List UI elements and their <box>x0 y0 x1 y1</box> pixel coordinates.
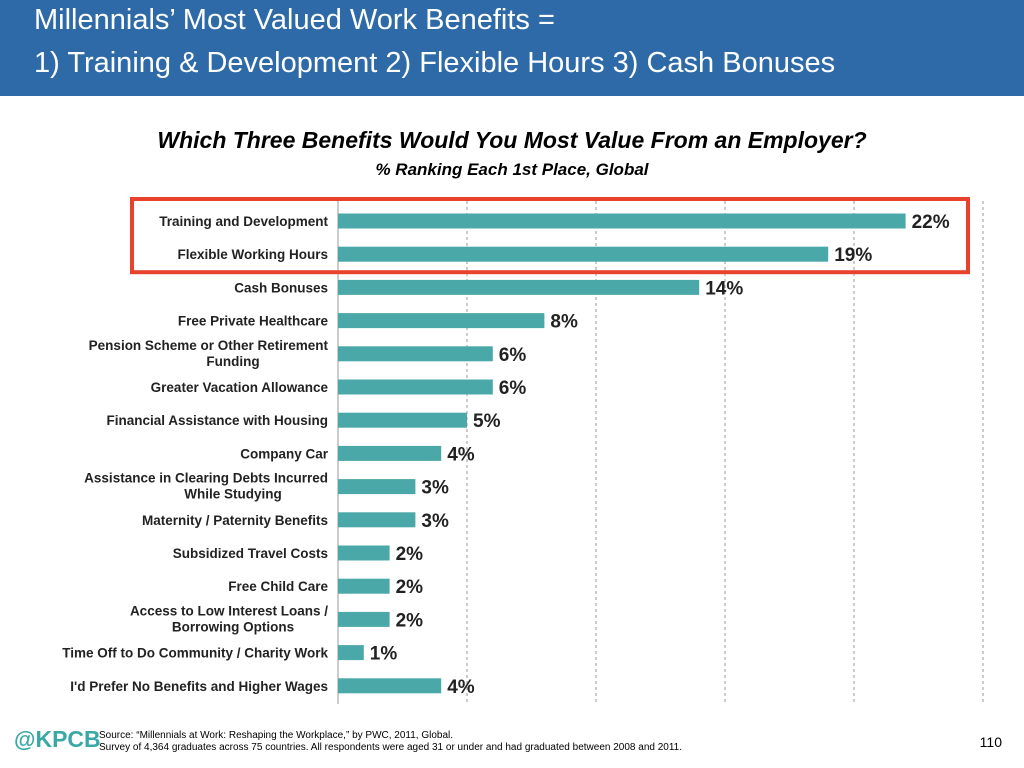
category-label: Assistance in Clearing Debts Incurred Whi… <box>84 471 328 502</box>
bar <box>338 678 442 694</box>
category-label: Subsidized Travel Costs <box>173 546 328 561</box>
category-label: Flexible Working Hours <box>177 247 328 262</box>
category-label-line: Maternity / Paternity Benefits <box>142 513 328 528</box>
category-label-line: Free Private Healthcare <box>178 314 329 329</box>
category-label: Financial Assistance with Housing <box>106 413 328 428</box>
header-banner: Millennials’ Most Valued Work Benefits =… <box>0 0 1024 96</box>
bar <box>338 512 416 528</box>
bar-value-label: 1% <box>370 644 398 665</box>
category-label: Training and Development <box>159 214 328 229</box>
bar <box>338 445 442 461</box>
category-label-line: Flexible Working Hours <box>177 247 328 262</box>
bar <box>338 578 390 594</box>
source-line-1: Source: “Millennials at Work: Reshaping … <box>99 730 454 741</box>
category-label-line: Financial Assistance with Housing <box>106 413 328 428</box>
category-label-line: Free Child Care <box>228 579 328 594</box>
slide-title-line-1: Millennials’ Most Valued Work Benefits = <box>34 4 555 36</box>
category-label-line: Training and Development <box>159 214 328 229</box>
bar <box>338 479 416 495</box>
category-label-line: I'd Prefer No Benefits and Higher Wages <box>70 679 328 694</box>
category-label-line: Time Off to Do Community / Charity Work <box>62 646 328 661</box>
bar-value-label: 6% <box>499 378 527 399</box>
bar-value-label: 2% <box>396 544 424 565</box>
bar <box>338 213 906 229</box>
bar <box>338 412 467 428</box>
category-label-line: Assistance in Clearing Debts Incurred <box>84 471 328 486</box>
category-label: Pension Scheme or Other Retirement Fundin… <box>89 338 329 369</box>
chart-subtitle: % Ranking Each 1st Place, Global <box>375 160 649 179</box>
category-label-line: Access to Low Interest Loans / <box>130 603 328 618</box>
bar-value-label: 6% <box>499 345 527 366</box>
source-line-2: Survey of 4,364 graduates across 75 coun… <box>99 742 683 753</box>
bar <box>338 279 700 295</box>
chart-title: Which Three Benefits Would You Most Valu… <box>157 127 867 153</box>
kpcb-logo: @KPCB <box>14 726 101 753</box>
bar <box>338 645 364 661</box>
category-label-line: Funding <box>206 354 259 369</box>
source-note: Source: “Millennials at Work: Reshaping … <box>99 730 682 754</box>
slide-title-line-2: 1) Training & Development 2) Flexible Ho… <box>34 47 836 79</box>
category-label: I'd Prefer No Benefits and Higher Wages <box>70 679 328 694</box>
category-label: Free Private Healthcare <box>178 314 329 329</box>
page-number: 110 <box>979 734 1002 750</box>
bar <box>338 545 390 561</box>
category-label-line: Greater Vacation Allowance <box>151 380 329 395</box>
logo-text: KPCB <box>35 726 101 752</box>
category-label: Time Off to Do Community / Charity Work <box>62 646 328 661</box>
category-label: Free Child Care <box>228 579 328 594</box>
category-label-line: Borrowing Options <box>172 619 294 634</box>
logo-at-symbol: @ <box>14 727 36 752</box>
bar-value-label: 2% <box>396 577 424 598</box>
bar-value-label: 14% <box>705 278 743 299</box>
category-label-line: Pension Scheme or Other Retirement <box>89 338 329 353</box>
bar <box>338 611 390 627</box>
category-label-line: Cash Bonuses <box>234 280 328 295</box>
category-label: Maternity / Paternity Benefits <box>142 513 328 528</box>
category-label-line: Company Car <box>240 446 329 461</box>
bar <box>338 379 493 395</box>
bar-value-label: 8% <box>550 312 578 333</box>
bar-value-label: 3% <box>421 511 449 532</box>
category-label: Cash Bonuses <box>234 280 328 295</box>
category-label: Access to Low Interest Loans / Borrowing … <box>130 603 328 634</box>
category-label: Greater Vacation Allowance <box>151 380 329 395</box>
bar-value-label: 2% <box>396 610 424 631</box>
bar-value-label: 3% <box>421 478 449 499</box>
category-label: Company Car <box>240 446 329 461</box>
category-label-line: While Studying <box>184 487 282 502</box>
bar-value-label: 5% <box>473 411 501 432</box>
bar <box>338 246 829 262</box>
highlight-box <box>130 197 970 275</box>
bar-value-label: 4% <box>447 677 475 698</box>
category-label-line: Subsidized Travel Costs <box>173 546 328 561</box>
bar-value-label: 22% <box>912 212 950 233</box>
bar <box>338 346 493 362</box>
bar-value-label: 19% <box>834 245 872 266</box>
bar <box>338 313 545 329</box>
bar-value-label: 4% <box>447 444 475 465</box>
